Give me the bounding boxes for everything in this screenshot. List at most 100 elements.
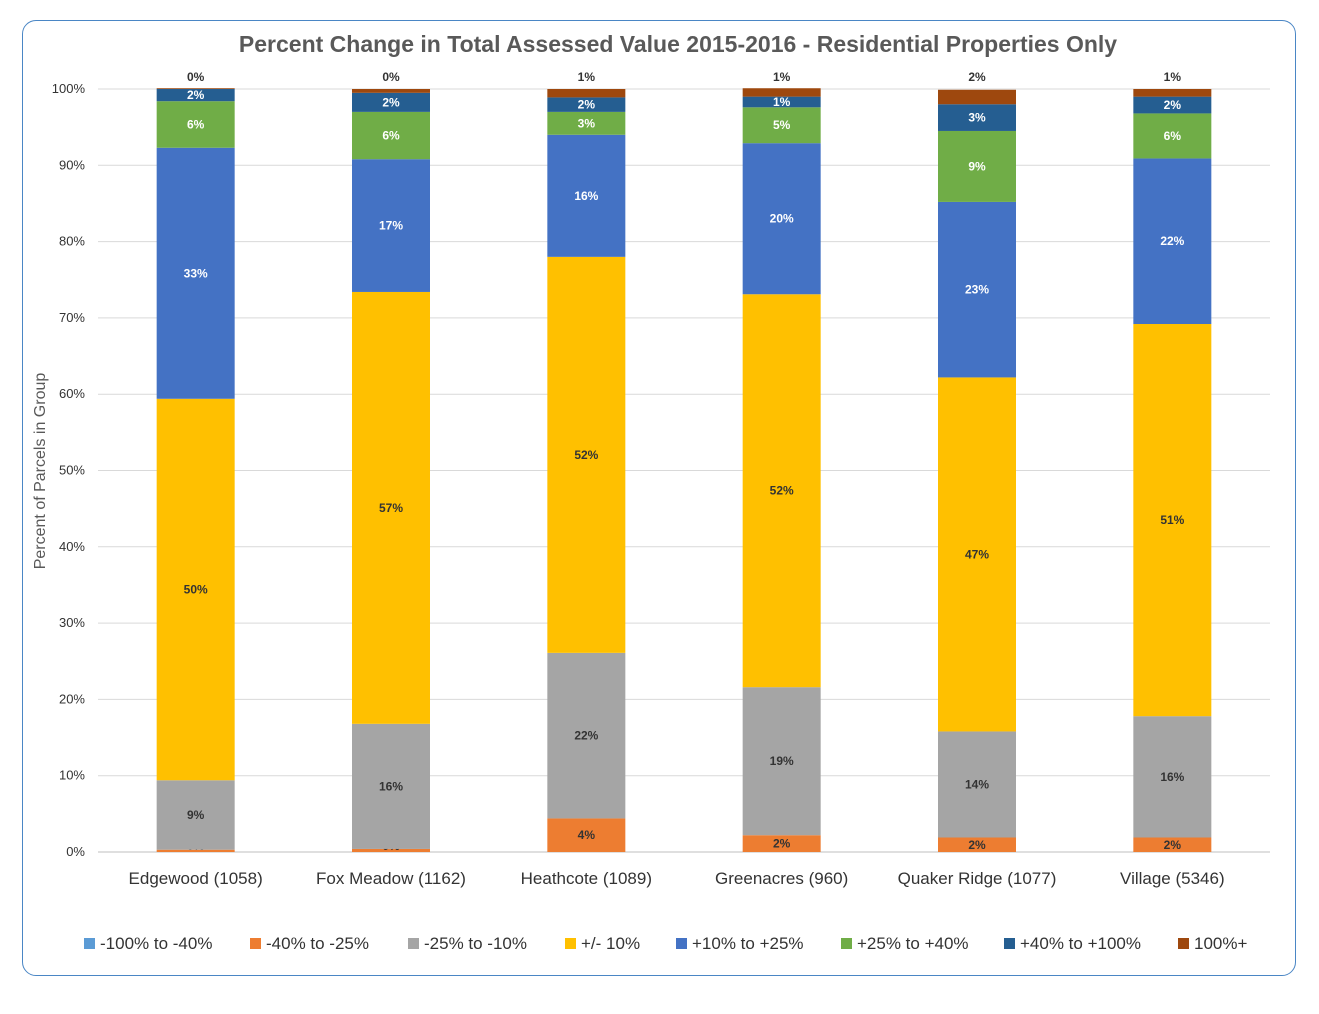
legend-swatch: [408, 938, 419, 949]
data-label: 0%: [382, 70, 400, 84]
bar-segment: [352, 159, 430, 292]
bar-segment: [547, 652, 626, 819]
x-category-label: Fox Meadow (1162): [316, 869, 466, 888]
y-tick-label: 0%: [66, 844, 85, 859]
data-label: 16%: [379, 779, 403, 793]
data-label: 3%: [968, 111, 986, 125]
x-category-label: Heathcote (1089): [521, 869, 652, 888]
bar-stack: 4% 22% 52% 16% 3% 2% 1%: [547, 70, 626, 852]
bar-stack: 0%9%50%33%6%2%0%: [156, 70, 235, 853]
bar-segment: [742, 143, 821, 295]
data-label: 9%: [968, 159, 986, 173]
legend-item: 100%+: [1178, 934, 1247, 953]
bar-segment: [352, 89, 430, 93]
data-label: 20%: [770, 212, 794, 226]
bar-segment: [352, 291, 430, 724]
gridlines: [98, 88, 1270, 853]
legend-label: +10% to +25%: [692, 934, 804, 953]
bar-segment: [156, 101, 235, 148]
chart-title: Percent Change in Total Assessed Value 2…: [239, 31, 1117, 57]
data-label: 2%: [1164, 98, 1182, 112]
data-label: 14%: [965, 777, 989, 791]
legend-item: -100% to -40%: [84, 934, 212, 953]
bar-segment: [1133, 716, 1212, 838]
bar-segment: [742, 294, 821, 688]
data-label: 9%: [187, 808, 205, 822]
bar-segment: [1133, 837, 1212, 852]
bar-segment: [938, 89, 1016, 105]
legend-swatch: [841, 938, 852, 949]
bar-segment: [352, 848, 430, 852]
bar-segment: [938, 377, 1016, 732]
bar-segment: [156, 398, 235, 781]
bar-segment: [938, 130, 1016, 202]
data-label: 3%: [578, 116, 596, 130]
bar-stack: 0%16%57%17%6%2%0%: [352, 70, 430, 853]
bar-segment: [352, 92, 430, 112]
x-category-label: Edgewood (1058): [129, 869, 263, 888]
legend-item: +40% to +100%: [1004, 934, 1141, 953]
bar-segment: [156, 89, 235, 102]
data-label: 16%: [574, 189, 598, 203]
x-axis-categories: Edgewood (1058) Fox Meadow (1162) Heathcot…: [129, 869, 1225, 888]
legend-swatch: [1004, 938, 1015, 949]
legend-swatch: [84, 938, 95, 949]
y-tick-label: 20%: [59, 691, 85, 706]
y-tick-label: 80%: [59, 234, 85, 249]
legend-label: 100%+: [1194, 934, 1247, 953]
data-label: 47%: [965, 547, 989, 561]
bar-segment: [156, 88, 235, 89]
bar-segment: [1133, 96, 1212, 114]
y-tick-label: 50%: [59, 463, 85, 478]
data-label: 2%: [1164, 838, 1182, 852]
bar-segment: [547, 89, 626, 98]
bar-segment: [156, 849, 235, 852]
bar-segment: [547, 134, 626, 257]
data-label: 1%: [773, 95, 791, 109]
data-label: 5%: [773, 118, 791, 132]
legend-swatch: [250, 938, 261, 949]
bar-stack: 2% 14% 47% 23% 9% 3% 2%: [938, 70, 1016, 852]
bar-segment: [742, 88, 821, 97]
x-category-label: Quaker Ridge (1077): [898, 869, 1057, 888]
legend-label: -40% to -25%: [266, 934, 369, 953]
bar-stack: 2% 19% 52% 20% 5% 1% 1%: [742, 70, 821, 852]
data-label: 22%: [574, 729, 598, 743]
data-label: 6%: [382, 129, 400, 143]
y-axis-ticks: 0% 10% 20% 30% 40% 50% 60% 70% 80% 90% 100%: [52, 81, 86, 859]
data-label: 0%: [187, 70, 205, 84]
data-label: 50%: [184, 583, 208, 597]
legend-item: +25% to +40%: [841, 934, 969, 953]
bar-segment: [547, 111, 626, 135]
bar-segment: [742, 835, 821, 852]
data-label: 2%: [187, 88, 205, 102]
data-label: 1%: [1164, 70, 1182, 84]
bar-segment: [742, 107, 821, 144]
legend-label: -100% to -40%: [100, 934, 212, 953]
y-tick-label: 30%: [59, 615, 85, 630]
data-label: 2%: [578, 98, 596, 112]
data-label: 23%: [965, 283, 989, 297]
y-axis-label: Percent of Parcels in Group: [32, 373, 49, 570]
data-label: 2%: [382, 95, 400, 109]
legend-item: -40% to -25%: [250, 934, 369, 953]
data-label: 57%: [379, 501, 403, 515]
x-category-label: Village (5346): [1120, 869, 1225, 888]
bar-segment: [547, 97, 626, 112]
bar-segment: [938, 104, 1016, 131]
data-label: 4%: [578, 828, 596, 842]
data-label: 16%: [1160, 770, 1184, 784]
data-label: 19%: [770, 754, 794, 768]
bar-stack: 2% 16% 51% 22% 6% 2% 1%: [1133, 70, 1212, 852]
legend-label: +25% to +40%: [857, 934, 969, 953]
legend-item: +/- 10%: [565, 934, 640, 953]
y-tick-label: 10%: [59, 768, 85, 783]
data-label: 2%: [773, 837, 791, 851]
data-label: 6%: [187, 117, 205, 131]
legend: -100% to -40% -40% to -25% -25% to -10% +/-…: [84, 934, 1247, 953]
y-tick-label: 60%: [59, 386, 85, 401]
data-label: 51%: [1160, 513, 1184, 527]
bar-segment: [1133, 324, 1212, 717]
data-label: 2%: [968, 70, 986, 84]
